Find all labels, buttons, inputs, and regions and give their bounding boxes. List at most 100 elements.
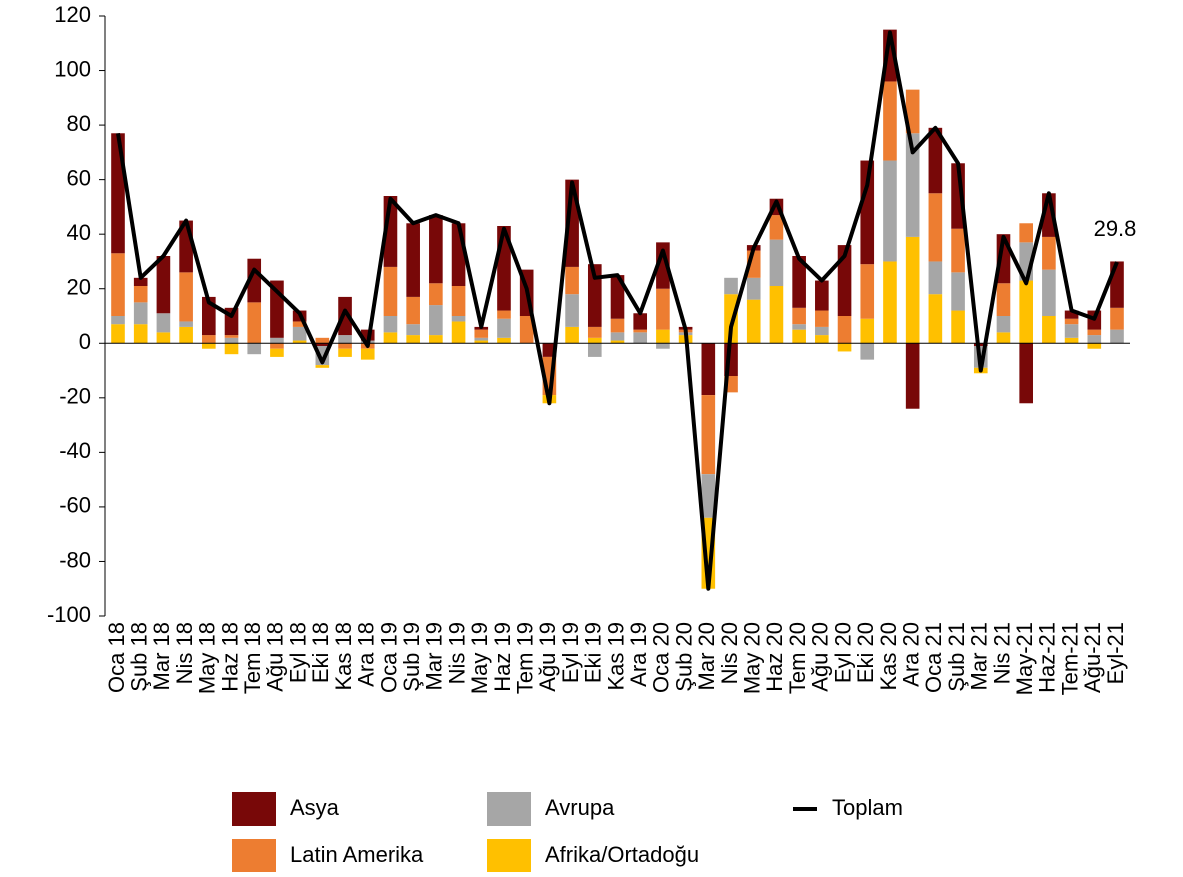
- bar-segment: [451, 321, 466, 344]
- x-tick-label: Eki 20: [853, 622, 878, 683]
- bar-segment: [179, 321, 193, 327]
- x-tick-label: Kas 18: [331, 622, 356, 691]
- x-tick-label: Eki 19: [581, 622, 606, 683]
- bar-segment: [656, 288, 670, 330]
- bar-segment: [1064, 310, 1079, 319]
- bar-segment: [860, 343, 875, 360]
- y-tick-label: 100: [54, 56, 91, 81]
- bar-segment: [905, 343, 920, 409]
- bar-segment: [111, 316, 125, 325]
- bar-segment: [883, 261, 897, 344]
- bar-segment: [360, 348, 375, 360]
- bar-segment: [837, 245, 852, 316]
- bar-segment: [815, 335, 829, 344]
- legend-swatch: [232, 839, 276, 873]
- x-tick-label: Tem 18: [240, 622, 265, 694]
- x-tick-label: Haz 20: [762, 622, 787, 692]
- x-tick-label: Oca 19: [376, 622, 401, 693]
- x-tick-label: Oca 21: [921, 622, 946, 693]
- bar-segment: [247, 302, 262, 344]
- y-tick-label: 0: [79, 329, 91, 354]
- bar-segment: [497, 310, 511, 319]
- x-tick-label: Mar 19: [422, 622, 447, 690]
- bar-segment: [202, 335, 216, 344]
- legend-label: Afrika/Ortadoğu: [545, 842, 699, 867]
- bar-segment: [429, 305, 443, 336]
- bar-segment: [497, 337, 511, 344]
- x-tick-label: Eyl-21: [1103, 622, 1128, 684]
- bar-segment: [451, 223, 466, 286]
- bar-segment: [315, 343, 330, 346]
- bar-segment: [1042, 236, 1056, 270]
- legend-label: Latin Amerika: [290, 842, 424, 867]
- bar-segment: [769, 286, 784, 344]
- bar-segment: [792, 307, 806, 325]
- bar-segment: [338, 348, 352, 357]
- bar-segment: [610, 340, 625, 344]
- bar-segment: [928, 127, 943, 194]
- bar-segment: [519, 316, 534, 344]
- bar-segment: [156, 313, 171, 333]
- bar-segment: [497, 318, 511, 338]
- x-tick-label: Şub 18: [127, 622, 152, 692]
- x-tick-label: Şub 21: [944, 622, 969, 692]
- bar-segment: [474, 340, 489, 344]
- bar-segment: [406, 296, 420, 325]
- x-tick-label: Oca 20: [649, 622, 674, 693]
- bar-segment: [633, 329, 648, 333]
- bar-segment: [179, 326, 193, 344]
- bar-segment: [633, 313, 648, 330]
- bar-segment: [270, 348, 284, 357]
- x-tick-label: Oca 18: [104, 622, 129, 693]
- x-tick-label: Nis 21: [989, 622, 1014, 684]
- bar-segment: [701, 395, 716, 475]
- bar-segment: [270, 337, 284, 344]
- bar-segment: [1087, 335, 1102, 344]
- bar-segment: [111, 324, 125, 344]
- bar-segment: [633, 332, 648, 344]
- bar-segment: [610, 332, 625, 341]
- bar-segment: [270, 343, 284, 349]
- x-tick-label: Ara 20: [898, 622, 923, 687]
- bar-segment: [973, 343, 988, 346]
- bar-segment: [815, 310, 829, 327]
- bar-segment: [837, 316, 852, 344]
- bar-segment: [905, 133, 920, 237]
- x-tick-label: Tem 19: [512, 622, 537, 694]
- y-tick-label: -40: [59, 438, 91, 463]
- x-tick-label: Kas 19: [603, 622, 628, 691]
- bar-segment: [202, 343, 216, 349]
- x-tick-label: Şub 20: [671, 622, 696, 692]
- bar-segment: [565, 294, 579, 327]
- y-tick-label: -100: [47, 602, 91, 627]
- bar-segment: [701, 343, 716, 396]
- x-tick-label: Ara 19: [626, 622, 651, 687]
- bar-segment: [247, 258, 262, 303]
- bar-segment: [905, 236, 920, 344]
- bar-segment: [928, 193, 943, 262]
- x-tick-label: Mar 18: [149, 622, 174, 690]
- bar-segment: [565, 326, 579, 344]
- bar-segment: [338, 296, 352, 336]
- bar-segment: [156, 256, 171, 314]
- bar-segment: [815, 326, 829, 336]
- bar-segment: [1042, 269, 1056, 316]
- bar-segment: [383, 316, 398, 333]
- bar-segment: [224, 343, 239, 355]
- x-tick-label: Tem 20: [785, 622, 810, 694]
- line: [116, 30, 1119, 591]
- bar-segment: [156, 332, 171, 344]
- x-tick-label: Ağu-21: [1080, 622, 1105, 693]
- bar-segment: [928, 294, 943, 344]
- bar-segment: [406, 223, 420, 297]
- bar-segment: [951, 272, 965, 311]
- bar-segment: [996, 316, 1011, 333]
- bar-segment: [1087, 343, 1102, 349]
- legend-label: Toplam: [832, 795, 903, 820]
- bar-segment: [792, 256, 806, 308]
- bar-segment: [406, 335, 420, 344]
- x-tick-label: Nis 19: [444, 622, 469, 684]
- bar-segment: [928, 261, 943, 295]
